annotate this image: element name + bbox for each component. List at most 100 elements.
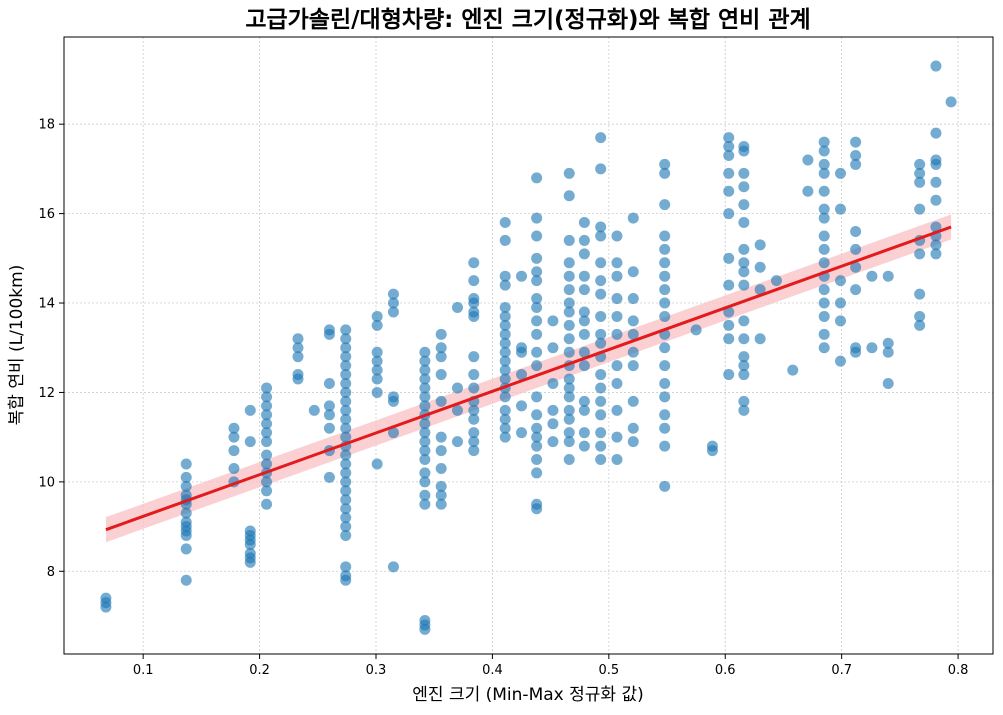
data-point (340, 458, 352, 470)
data-point (340, 449, 352, 461)
data-point (531, 328, 543, 340)
data-point (578, 440, 590, 452)
data-point (547, 342, 559, 354)
data-point (371, 364, 383, 376)
x-tick-label: 0.4 (482, 663, 503, 678)
data-point (595, 230, 607, 242)
data-point (468, 310, 480, 322)
data-point (244, 556, 256, 568)
data-point (419, 355, 431, 367)
regression-line (105, 225, 952, 532)
y-tick-label: 10 (38, 475, 55, 490)
data-point (499, 355, 511, 367)
data-point (738, 360, 750, 372)
data-point (627, 422, 639, 434)
x-tick-label: 0.1 (133, 663, 154, 678)
data-point (340, 404, 352, 416)
data-point (738, 369, 750, 381)
data-point (531, 360, 543, 372)
data-point (578, 395, 590, 407)
data-point (930, 239, 942, 251)
data-point (738, 167, 750, 179)
data-point (563, 346, 575, 358)
data-point (499, 279, 511, 291)
data-point (738, 404, 750, 416)
data-point (468, 445, 480, 457)
data-point (818, 158, 830, 170)
data-point (595, 382, 607, 394)
data-point (914, 203, 926, 215)
data-point (611, 230, 623, 242)
data-point (435, 328, 447, 340)
data-point (531, 346, 543, 358)
data-point (435, 498, 447, 510)
data-point (340, 467, 352, 479)
data-point (340, 561, 352, 573)
data-point (451, 436, 463, 448)
data-point (499, 364, 511, 376)
data-point (611, 378, 623, 390)
data-point (228, 445, 240, 457)
data-point (659, 243, 671, 255)
data-point (578, 427, 590, 439)
data-point (578, 234, 590, 246)
data-point (531, 422, 543, 434)
data-point (627, 395, 639, 407)
data-point (371, 310, 383, 322)
data-point (244, 436, 256, 448)
data-point (738, 279, 750, 291)
data-point (850, 261, 862, 273)
data-point (468, 369, 480, 381)
data-point (834, 275, 846, 287)
data-point (468, 427, 480, 439)
data-point (595, 409, 607, 421)
data-point (531, 252, 543, 264)
data-point (914, 248, 926, 260)
data-point (627, 315, 639, 327)
data-point (499, 319, 511, 331)
data-point (531, 431, 543, 443)
data-point (754, 284, 766, 296)
data-point (723, 167, 735, 179)
data-point (531, 293, 543, 305)
data-point (563, 413, 575, 425)
data-point (419, 436, 431, 448)
data-point (818, 328, 830, 340)
data-point (371, 386, 383, 398)
data-point (882, 346, 894, 358)
data-point (611, 431, 623, 443)
data-point (292, 351, 304, 363)
data-point (578, 346, 590, 358)
data-point (516, 400, 528, 412)
chart-title: 고급가솔린/대형차량: 엔진 크기(정규화)와 복합 연비 관계 (245, 7, 810, 33)
data-point (563, 436, 575, 448)
data-point (419, 391, 431, 403)
data-point (595, 328, 607, 340)
data-point (499, 234, 511, 246)
data-point (419, 476, 431, 488)
data-point (659, 230, 671, 242)
data-point (627, 266, 639, 278)
data-point (914, 310, 926, 322)
data-point (914, 158, 926, 170)
data-point (834, 203, 846, 215)
data-point (578, 284, 590, 296)
data-point (531, 266, 543, 278)
data-point (659, 158, 671, 170)
data-point (627, 328, 639, 340)
data-point (578, 328, 590, 340)
data-point (723, 369, 735, 381)
data-point (451, 404, 463, 416)
data-point (547, 315, 559, 327)
data-point (340, 324, 352, 336)
data-point (468, 275, 480, 287)
data-point (595, 310, 607, 322)
data-point (435, 431, 447, 443)
data-point (595, 369, 607, 381)
data-point (468, 257, 480, 269)
data-point (834, 297, 846, 309)
data-point (547, 378, 559, 390)
data-point (738, 395, 750, 407)
data-point (419, 400, 431, 412)
data-point (754, 261, 766, 273)
